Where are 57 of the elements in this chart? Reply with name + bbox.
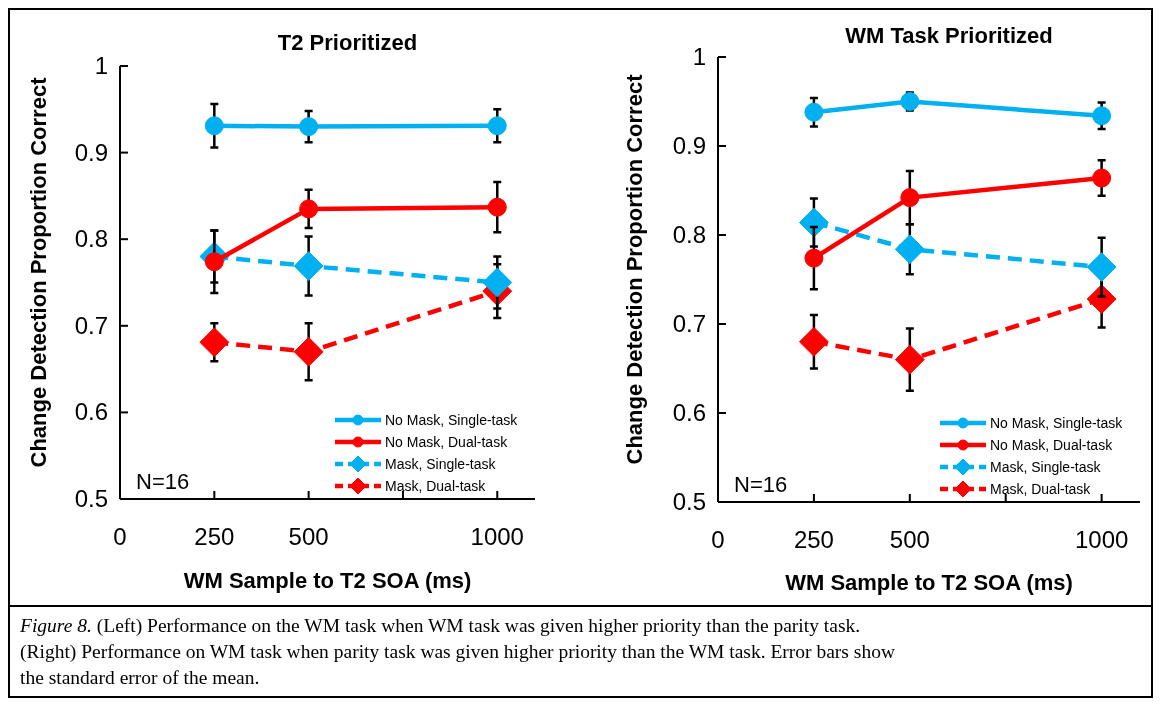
point (894, 234, 925, 265)
legend-label: No Mask, Single-task (990, 415, 1124, 431)
annotation: N=16 (136, 469, 190, 494)
y-tick-label: 0.7 (74, 311, 108, 339)
point (900, 92, 920, 111)
x-axis-title: WM Sample to T2 SOA (ms) (183, 568, 472, 593)
legend-label: No Mask, Dual-task (385, 434, 509, 450)
x-tick-label: 1000 (470, 523, 524, 550)
point (204, 116, 224, 136)
point (804, 102, 824, 122)
point (299, 199, 319, 219)
point (1092, 168, 1112, 188)
point (199, 327, 230, 358)
chart-title: WM Task Prioritized (845, 23, 1053, 48)
point (1086, 252, 1117, 282)
y-axis-title: Change Detection Proportion Correct (622, 73, 647, 465)
x-tick-label: 500 (288, 523, 329, 550)
caption: Figure 8. (Left) Performance on the WM task when WM task was given higher priority than the parity task. (Right) Performance on WM task when parity task was given higher priority than the WM task. Error bars show the standard error of the mean. (19, 615, 895, 688)
y-axis-title: Change Detection Proportion Correct (26, 76, 51, 468)
x-tick-label: 250 (194, 523, 235, 550)
point (799, 326, 829, 357)
y-tick-label: 0.8 (74, 225, 108, 253)
x-tick-label: 500 (889, 526, 930, 553)
y-tick-label: 0.7 (672, 310, 706, 337)
point (487, 197, 507, 217)
y-tick-label: 0.5 (74, 485, 108, 512)
legend-label: No Mask, Dual-task (990, 437, 1114, 453)
point (1092, 106, 1112, 126)
y-tick-label: 0.6 (672, 399, 706, 426)
point (804, 248, 824, 268)
y-tick-label: 0.9 (74, 138, 108, 166)
legend-label: No Mask, Single-task (385, 412, 519, 428)
chart-title: T2 Prioritized (277, 30, 418, 55)
annotation: N=16 (734, 472, 788, 497)
y-tick-label: 0.9 (672, 132, 706, 159)
y-tick-label: 1 (692, 43, 706, 70)
y-tick-label: 0.8 (672, 221, 706, 248)
legend-label: Mask, Dual-task (990, 481, 1092, 497)
x-tick-label: 0 (711, 526, 725, 553)
y-tick-label: 1 (94, 52, 108, 79)
point (293, 251, 324, 281)
x-tick-label: 250 (793, 526, 834, 553)
y-tick-label: 0.5 (672, 488, 706, 515)
legend-label: Mask, Single-task (990, 459, 1102, 475)
point (900, 188, 920, 208)
point (487, 116, 507, 136)
legend-label: Mask, Dual-task (385, 478, 487, 494)
x-tick-label: 1000 (1074, 526, 1129, 553)
legend-label: Mask, Single-task (385, 456, 497, 472)
point (894, 344, 925, 375)
point (482, 267, 513, 298)
point (799, 207, 829, 238)
x-tick-label: 0 (113, 523, 127, 550)
x-axis-title: WM Sample to T2 SOA (ms) (785, 570, 1073, 595)
y-tick-label: 0.6 (74, 398, 108, 426)
point (299, 117, 319, 137)
point (293, 336, 324, 367)
